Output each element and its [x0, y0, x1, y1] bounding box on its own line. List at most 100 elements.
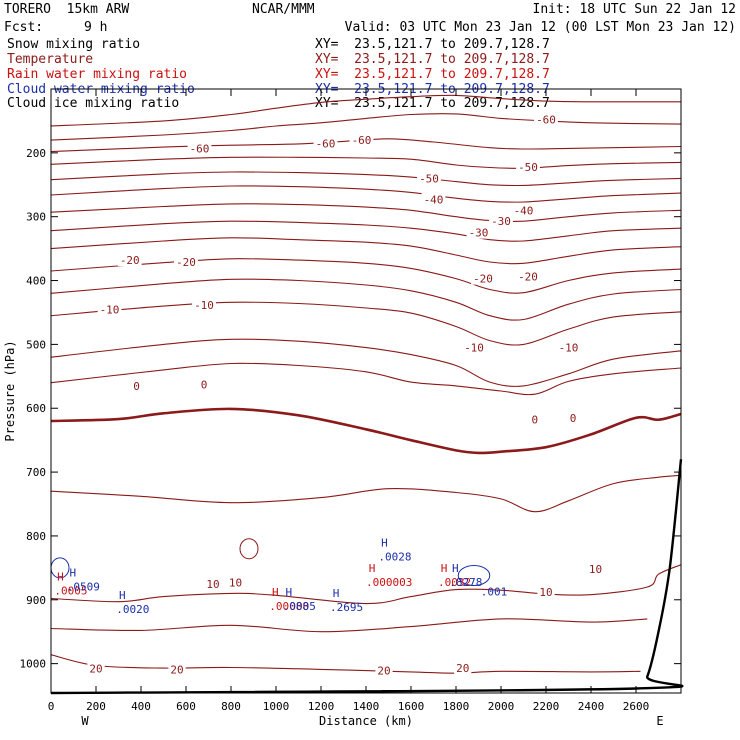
x-tick-label: 2600: [623, 700, 650, 713]
x-tick-label: 200: [86, 700, 106, 713]
contour-label-bg: [556, 340, 581, 354]
maximum-value: .8278: [449, 576, 482, 589]
maximum-marker: H: [119, 589, 126, 602]
temperature-contour-1: [50, 362, 682, 396]
contour-label-bg: [511, 203, 536, 217]
model-title: TORERO 15km ARW: [4, 2, 130, 17]
maximum-value: .0028: [378, 551, 411, 564]
x-tick-label: 2000: [488, 700, 515, 713]
contour-label-bg: [117, 253, 142, 267]
contour-label-bg: [529, 412, 541, 426]
contour-label: -60: [316, 137, 336, 150]
contour-label: -20: [518, 271, 538, 284]
contour-label: -40: [514, 204, 534, 217]
contour-label-bg: [471, 271, 495, 285]
contour-label-bg: [192, 297, 216, 311]
x-tick-label: 1800: [443, 700, 470, 713]
surface-pressure-line: [50, 459, 684, 695]
y-axis-label: Pressure (hPa): [3, 340, 17, 441]
x-tick-label: 0: [48, 700, 55, 713]
forecast-label: Fcst:: [4, 20, 44, 35]
contour-label: 0: [201, 379, 208, 392]
contour-label-bg: [204, 576, 222, 590]
temperature-contour-8: [50, 203, 682, 223]
maximum-marker: H: [285, 586, 292, 599]
temperature-contour-6: [50, 237, 682, 265]
contour-label: 20: [89, 663, 102, 676]
field-name-rain: Rain water mixing ratio: [7, 67, 188, 82]
init-time: Init: 18 UTC Sun 22 Jan 12: [532, 2, 737, 17]
contour-label-bg: [462, 340, 486, 354]
maximum-value: .00088: [269, 600, 309, 613]
x-tick-label: 2400: [578, 700, 605, 713]
cloud-contour: [457, 565, 491, 587]
contour-label-bg: [489, 214, 513, 228]
temperature-contour-0: [50, 407, 682, 455]
temperature-contour-16: [50, 564, 682, 605]
contour-label-bg: [174, 255, 198, 269]
center-label: NCAR/MMM: [252, 2, 315, 17]
temperature-contour-4: [50, 278, 682, 321]
contour-label-bg: [168, 662, 186, 676]
temperature-contour-labels: -60 -60 -60-60-50-50-40-40-30-30-20 -20-20-…: [87, 112, 605, 678]
x-tick-label: 1600: [398, 700, 425, 713]
maximum-value: .001: [481, 586, 508, 599]
maximum-marker: H: [381, 537, 388, 550]
contour-label: 20: [456, 662, 469, 675]
maximum-marker: H: [272, 586, 279, 599]
contour-label: -30: [491, 215, 511, 228]
y-tick-label: 1000: [20, 658, 47, 671]
maximum-value: .0509: [67, 581, 100, 594]
contour-label: -20: [473, 273, 493, 286]
y-tick-label: 900: [26, 594, 46, 607]
maximum-marker: H: [57, 570, 64, 583]
maximum-value: .000003: [366, 576, 412, 589]
contour-label-bg: [534, 112, 558, 126]
contour-label-bg: [226, 575, 245, 589]
contour-label-bg: [454, 661, 472, 675]
maximum-marker: H: [69, 567, 76, 580]
hydrometeor-maxima: H.0005H.0509H.0020H.00088H.0005H.2695H.0…: [50, 537, 508, 616]
temperature-contour-11: [50, 156, 682, 169]
contour-label: -60: [352, 134, 372, 147]
cloud-contour: [239, 538, 259, 560]
west-label: W: [81, 714, 89, 728]
contour-label: -10: [559, 342, 579, 355]
contour-label-bg: [97, 302, 122, 316]
east-label: E: [656, 714, 663, 728]
contour-label: -20: [176, 256, 196, 269]
x-tick-label: 1200: [308, 700, 335, 713]
x-tick-label: 600: [176, 700, 196, 713]
contour-label-bg: [375, 663, 393, 677]
contour-label-bg: [516, 159, 540, 173]
field-xy-snow: XY= 23.5,121.7 to 209.7,128.7: [315, 37, 550, 52]
temperature-contour-10: [50, 171, 682, 187]
contour-label: 10: [206, 578, 219, 591]
contour-label: -10: [194, 299, 214, 312]
contour-label: -50: [419, 172, 439, 185]
x-tick-label: 2200: [533, 700, 560, 713]
contour-label-bg: [313, 136, 338, 150]
field-name-cloud-ice: Cloud ice mixing ratio: [7, 96, 180, 111]
temperature-contour-5: [50, 258, 682, 294]
field-name-snow: Snow mixing ratio: [7, 37, 141, 52]
y-tick-label: 700: [26, 466, 46, 479]
x-axis-label: Distance (km): [319, 714, 413, 728]
maximum-value: .0032: [438, 576, 471, 589]
temperature-contour-18: [50, 654, 641, 674]
x-tick-label: 800: [221, 700, 241, 713]
contour-label-bg: [586, 562, 605, 576]
contour-label: 0: [531, 414, 538, 427]
contour-label: -20: [120, 254, 140, 267]
temperature-contour-9: [50, 185, 682, 203]
field-xy-temperature: XY= 23.5,121.7 to 209.7,128.7: [315, 52, 550, 67]
contour-label: 0: [133, 380, 140, 393]
contour-label-bg: [349, 133, 374, 147]
contour-label: -50: [518, 161, 538, 174]
contour-label-bg: [516, 269, 540, 283]
contour-label: -10: [464, 342, 484, 355]
contour-label-bg: [466, 225, 491, 239]
temperature-contour-15: [50, 474, 682, 513]
temperature-contour-2: [50, 338, 682, 387]
y-tick-label: 800: [26, 530, 46, 543]
